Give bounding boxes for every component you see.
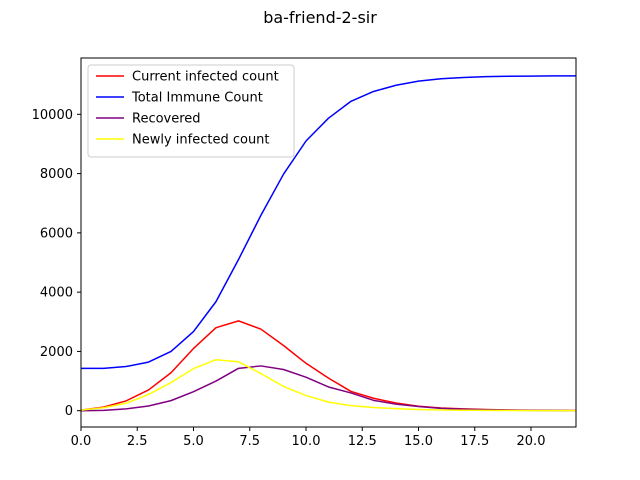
series-line-4	[81, 358, 576, 412]
axes-layer: 0.0 2.5 5.0 7.5 10.0 12.5 15.0 17.5 20.0 0 2000 400…	[32, 57, 577, 449]
y-tick-label: 0	[65, 404, 73, 419]
plot-frame	[80, 57, 577, 428]
x-tick-label: 17.5	[460, 434, 489, 449]
series-line-3	[81, 365, 576, 412]
chart-title: ba-friend-2-sir	[263, 8, 377, 27]
y-tick-label: 10000	[32, 108, 73, 123]
x-tick-label: 20.0	[517, 434, 546, 449]
series-line-1	[81, 320, 576, 412]
series-layer	[81, 75, 576, 412]
x-tick-label: 15.0	[404, 434, 433, 449]
legend-label-2: Total Immune Count	[131, 91, 263, 106]
legend-label-1: Current infected count	[132, 70, 279, 85]
x-tick-label: 12.5	[348, 434, 377, 449]
y-tick-label: 8000	[40, 167, 73, 182]
y-tick-label: 4000	[40, 286, 73, 301]
x-tick-label: 7.5	[239, 434, 260, 449]
y-tick-label: 6000	[40, 226, 73, 241]
legend-label-3: Recovered	[132, 112, 201, 127]
x-tick-label: 2.5	[127, 434, 148, 449]
x-tick-label: 5.0	[183, 434, 204, 449]
legend: Current infected count Total Immune Count…	[87, 64, 295, 158]
series-line-2	[81, 75, 576, 370]
legend-label-4: Newly infected count	[132, 133, 270, 148]
y-tick-label: 2000	[40, 345, 73, 360]
x-tick-label: 10.0	[292, 434, 321, 449]
x-tick-label: 0.0	[71, 434, 92, 449]
legend-box	[87, 64, 295, 158]
